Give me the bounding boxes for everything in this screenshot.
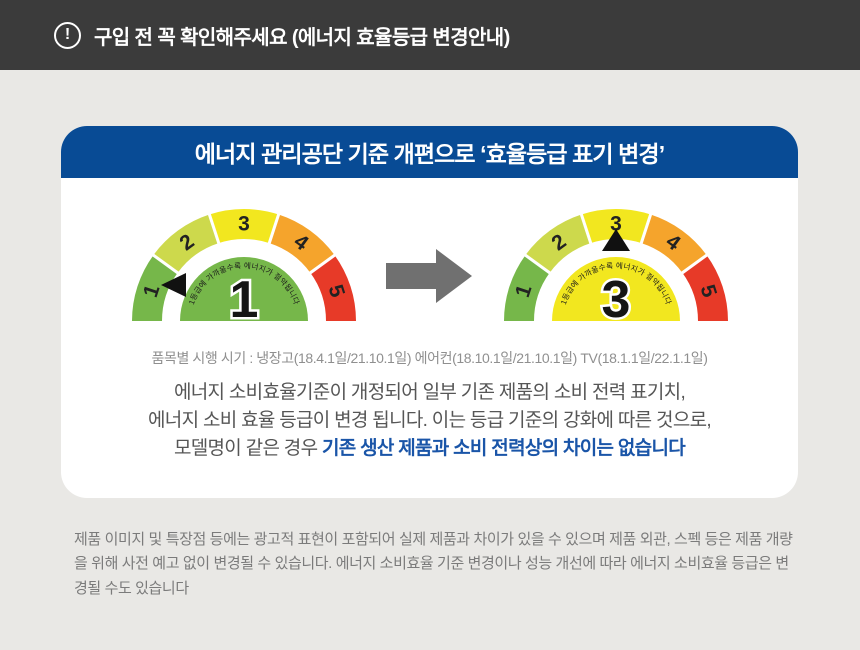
segment-divider [679,252,709,276]
segment-divider [578,212,593,246]
gauge-ring [503,209,728,322]
exclamation-glyph: ! [64,26,71,43]
scale-label-3: 3 [610,213,622,236]
gauge-center-disc [551,257,680,321]
segment-divider [266,212,281,246]
segment-divider [307,252,337,276]
footer-disclaimer: 제품 이미지 및 특장점 등에는 광고적 표현이 포함되어 실제 제품과 차이가… [74,531,793,597]
gauge-comparison: 1 2 3 4 5 1등급에 가까울수록 에너지가 절약됩니다 1 [61,194,798,331]
notice-topbar: ! 구입 전 꼭 확인해주세요 (에너지 효율등급 변경안내) [0,0,860,70]
description-line-1: 에너지 소비효율기준이 개정되어 일부 기존 제품의 소비 전력 표기치, [173,382,686,403]
schedule-note: 품목별 시행 시기 : 냉장고(18.4.1일/21.10.1일) 에어컨(18… [151,350,708,366]
gauge-center-disc [179,257,308,321]
pointer-triangle-icon [601,229,630,251]
card-header: 에너지 관리공단 기준 개편으로 ‘효율등급 표기 변경’ [61,126,798,178]
segment-divider [522,252,552,276]
gauge-segment-3 [580,209,651,244]
gauge-segment-1 [131,255,178,322]
segment-divider [150,252,180,276]
gauge-segment-2 [524,214,591,274]
gauge-value-before: 1 [229,271,258,329]
pointer-triangle-icon [160,273,186,297]
gauge-segment-5 [681,255,728,322]
segment-divider [638,212,653,246]
gauge-segment-3 [208,209,279,244]
scale-label-3: 3 [238,213,250,236]
gauge-segment-5 [309,255,356,322]
change-arrow-icon [385,249,472,303]
energy-gauge-before: 1 2 3 4 5 1등급에 가까울수록 에너지가 절약됩니다 1 [131,209,356,331]
segment-divider [206,212,221,246]
description-highlight: 기존 생산 제품과 소비 전력상의 차이는 없습니다 [321,437,686,459]
topbar-title: 구입 전 꼭 확인해주세요 (에너지 효율등급 변경안내) [94,26,510,49]
energy-notice-card: 에너지 관리공단 기준 개편으로 ‘효율등급 표기 변경’ 1 2 3 4 5 [61,126,798,498]
gauge-segment-1 [503,255,550,322]
card-title: 에너지 관리공단 기준 개편으로 ‘효율등급 표기 변경’ [194,141,665,167]
description: 에너지 소비효율기준이 개정되어 일부 기존 제품의 소비 전력 표기치, 에너… [61,379,798,463]
description-line-3-prefix: 모델명이 같은 경우 [173,437,322,459]
gauge-segment-4 [268,214,335,274]
energy-gauge-after: 1 2 3 4 5 1등급에 가까울수록 에너지가 절약됩니다 3 [503,209,728,331]
gauge-ring [131,209,356,322]
description-line-2: 에너지 소비 효율 등급이 변경 됩니다. 이는 등급 기준의 강화에 따른 것… [148,409,712,431]
exclamation-circle-icon: ! [54,21,81,49]
gauge-value-after: 3 [601,271,630,329]
gauge-segment-4 [640,214,707,274]
gauge-segment-2 [152,214,219,274]
